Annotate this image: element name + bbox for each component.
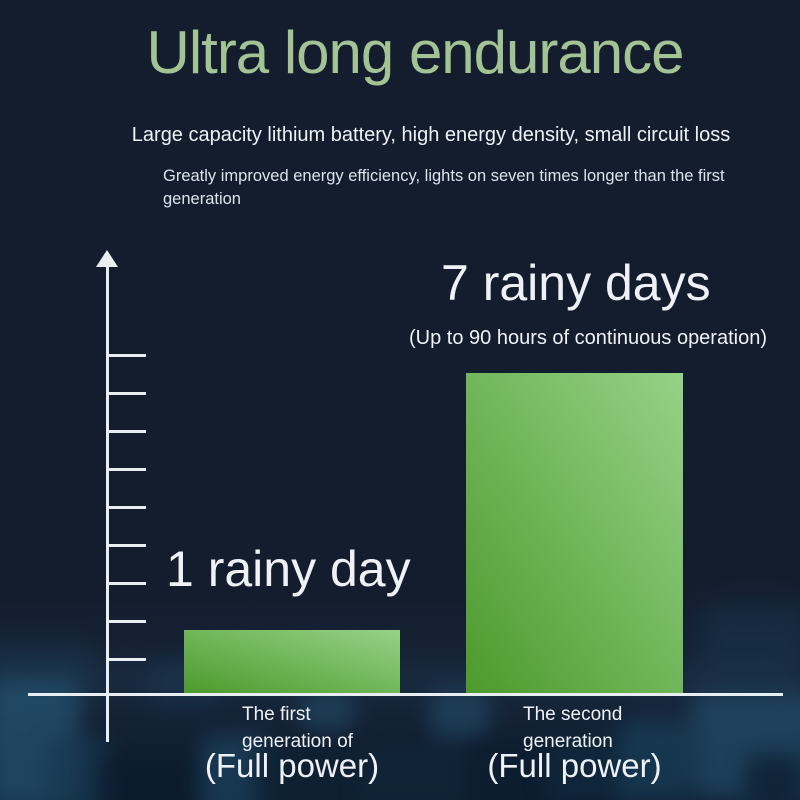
pcb-blob — [620, 718, 690, 800]
category-second-line-1: The second — [523, 704, 623, 725]
page-description: Greatly improved energy efficiency, ligh… — [163, 165, 783, 211]
value-label-second: 7 rainy days — [441, 255, 711, 311]
category-label-first: The first generation of — [242, 701, 353, 755]
bar-second-generation — [466, 373, 683, 693]
category-label-second: The second generation — [523, 701, 622, 755]
pcb-blob — [700, 600, 800, 680]
description-line-1: Greatly improved energy efficiency, ligh… — [163, 167, 725, 185]
pcb-blob — [255, 748, 375, 800]
pcb-blob — [100, 750, 200, 800]
category-first-line-2: generation of — [242, 731, 353, 752]
pcb-blob — [745, 755, 800, 800]
y-axis-tick — [109, 354, 146, 357]
pcb-blob — [360, 745, 470, 800]
category-emphasis-second: (Full power) — [487, 747, 662, 784]
category-first-line-1: The first — [242, 704, 311, 725]
page-subtitle: Large capacity lithium battery, high ene… — [131, 124, 731, 146]
value-label-first: 1 rainy day — [166, 541, 411, 597]
bar-first-generation — [184, 630, 400, 693]
y-axis-line — [106, 266, 109, 742]
y-axis-tick — [109, 392, 146, 395]
y-axis-tick — [109, 620, 146, 623]
y-axis-tick — [109, 506, 146, 509]
category-emphasis-first: (Full power) — [204, 747, 380, 784]
pcb-blob — [430, 688, 490, 738]
y-axis-tick — [109, 658, 146, 661]
y-axis-arrow-icon — [96, 250, 118, 267]
y-axis-tick — [109, 468, 146, 471]
x-axis-line — [28, 693, 783, 696]
value-note-second: (Up to 90 hours of continuous operation) — [409, 327, 767, 349]
page-title: Ultra long endurance — [146, 19, 684, 86]
description-line-2: generation — [163, 190, 241, 208]
y-axis-tick — [109, 544, 146, 547]
pcb-blob — [300, 690, 355, 730]
category-second-line-2: generation — [523, 731, 613, 752]
y-axis-tick — [109, 430, 146, 433]
y-axis-tick — [109, 582, 146, 585]
